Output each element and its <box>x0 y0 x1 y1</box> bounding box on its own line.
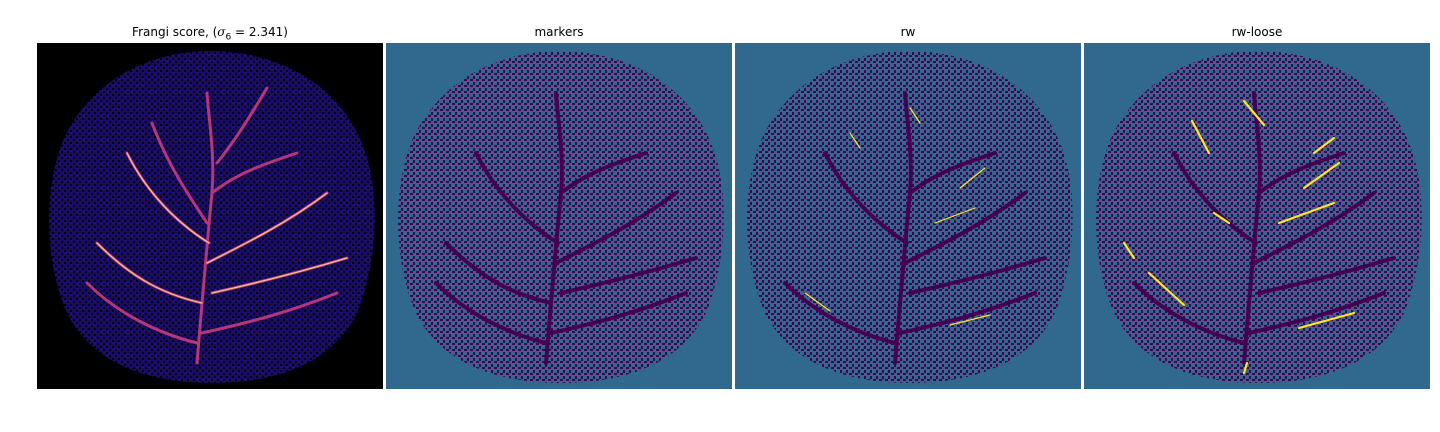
frangi-title-suffix: = 2.341) <box>231 25 288 39</box>
frangi-title-sigma: σ <box>217 25 226 39</box>
markers-svg <box>386 43 732 389</box>
rw-image <box>735 43 1081 389</box>
frangi-title-prefix: Frangi score, ( <box>132 25 218 39</box>
markers-image <box>386 43 732 389</box>
frangi-title-sub: 6 <box>225 32 232 43</box>
panel-title-frangi: Frangi score, (σ6 = 2.341) <box>37 25 383 42</box>
panel-title-rw-loose: rw-loose <box>1231 25 1283 39</box>
rw-loose-image <box>1084 43 1430 389</box>
panel-title-rw: rw <box>900 25 916 39</box>
frangi-score-image <box>37 43 383 389</box>
rw-loose-svg <box>1084 43 1430 389</box>
panel-title-markers: markers <box>534 25 584 39</box>
frangi-score-svg <box>37 43 383 389</box>
rw-svg <box>735 43 1081 389</box>
